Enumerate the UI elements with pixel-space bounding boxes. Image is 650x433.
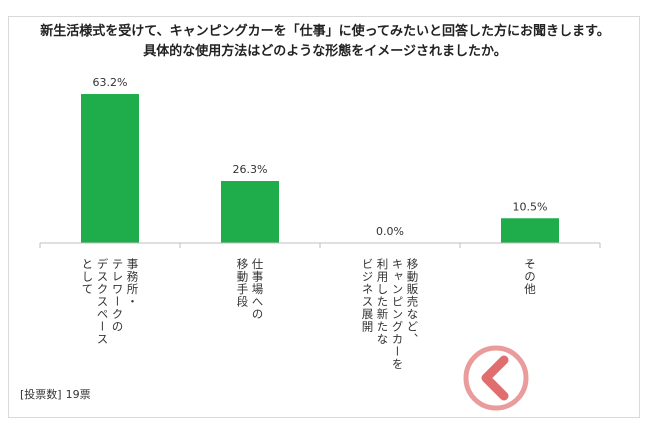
- category-label-line: キャンピングカーを: [391, 258, 405, 371]
- bar-value-label: 63.2%: [93, 76, 128, 89]
- x-axis-ticks: [39, 243, 601, 248]
- category-label-line: 移動手段: [236, 258, 250, 308]
- chart-title: 新生活様式を受けて、キャンピングカーを「仕事」に使ってみたいと回答した方にお聞き…: [0, 22, 650, 62]
- category-label-line: 移動販売など、: [406, 258, 420, 346]
- category-label-line: として: [81, 258, 95, 296]
- category-label-line: デスクスペース: [96, 257, 110, 345]
- vote-count-label: [投票数]: [20, 388, 62, 401]
- bar-value-label: 10.5%: [513, 200, 548, 213]
- category-label-line: 利用した新たな: [376, 258, 390, 346]
- bar: [501, 218, 559, 243]
- data-labels-group: 63.2% 26.3% 0.0% 10.5%: [93, 76, 548, 238]
- bars-group: [81, 94, 559, 244]
- bar-value-label: 0.0%: [376, 225, 404, 238]
- chart-title-line-1: 新生活様式を受けて、キャンピングカーを「仕事」に使ってみたいと回答した方にお聞き…: [40, 24, 610, 39]
- bar-value-label: 26.3%: [233, 163, 268, 176]
- vote-count: [投票数] 19票: [20, 386, 95, 402]
- vote-count-value: 19票: [65, 388, 91, 401]
- category-label-line: 仕事場への: [251, 258, 265, 321]
- category-label-line: テレワークの: [111, 258, 125, 333]
- bar: [221, 181, 279, 243]
- kurumano-news-logo: [460, 338, 645, 416]
- category-label-line: その他: [523, 258, 537, 296]
- chart-title-line-2: 具体的な使用方法はどのような形態をイメージされましたか。: [143, 44, 507, 59]
- category-label-line: 事務所・: [126, 258, 140, 308]
- category-label-line: ビジネス展開: [361, 258, 375, 333]
- logo-mark-icon: [463, 345, 529, 411]
- bar: [81, 94, 139, 244]
